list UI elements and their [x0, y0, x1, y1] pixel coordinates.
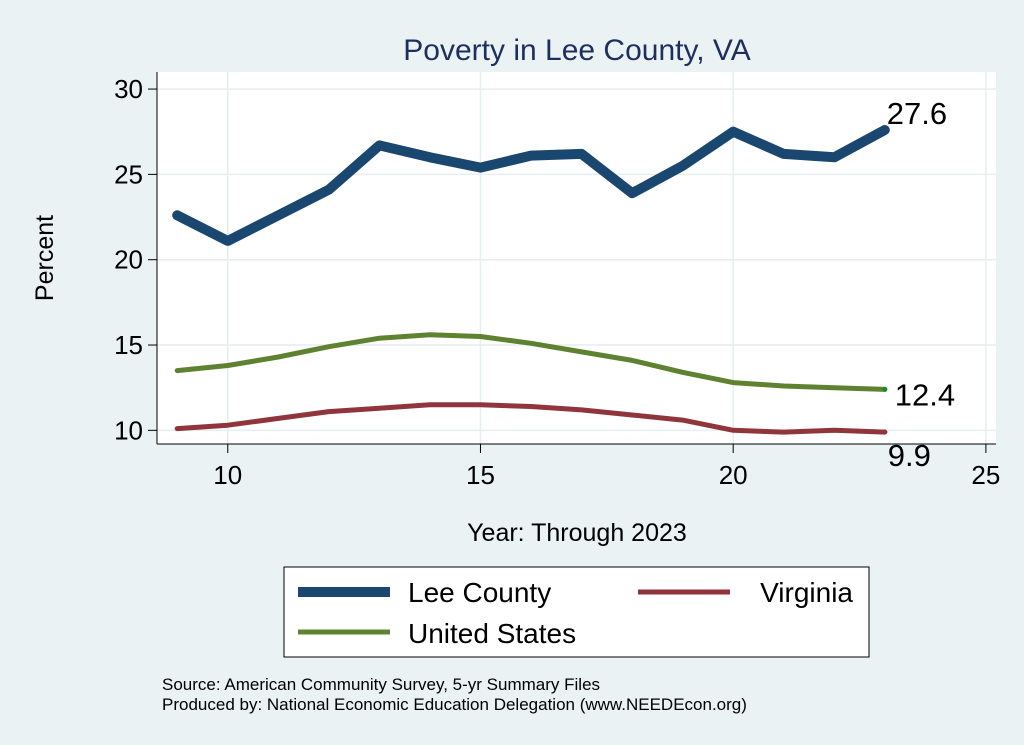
y-tick-label-20: 20	[114, 245, 143, 275]
series-line-virginia	[174, 402, 888, 435]
x-tick-label-25: 25	[971, 460, 1000, 490]
legend-label-virginia: Virginia	[760, 577, 853, 608]
y-tick-label-25: 25	[114, 159, 143, 189]
end-point-lee-county	[882, 127, 888, 133]
x-tick-label-10: 10	[213, 460, 242, 490]
end-labels: 27.6 12.4 9.9	[887, 96, 955, 473]
y-axis-label: Percent	[31, 215, 59, 301]
end-point-virginia	[882, 429, 888, 435]
end-point-united-states	[882, 386, 888, 392]
series-line-lee-county	[172, 125, 890, 246]
end-label-united-states: 12.4	[895, 377, 955, 412]
end-label-lee-county: 27.6	[887, 96, 947, 131]
produced-by-note: Produced by: National Economic Education…	[162, 695, 747, 714]
series-line-united-states	[174, 332, 888, 392]
y-tick-label-10: 10	[114, 415, 143, 445]
legend: Lee County United States Virginia	[283, 566, 870, 658]
x-tick-label-20: 20	[719, 460, 748, 490]
plot-area	[157, 72, 996, 444]
legend-label-united-states: United States	[408, 618, 576, 649]
x-tick-label-15: 15	[466, 460, 495, 490]
y-axis-ticks: 10 15 20 25 30	[114, 74, 157, 445]
legend-label-lee-county: Lee County	[408, 577, 551, 608]
y-tick-label-30: 30	[114, 74, 143, 104]
legend-box	[283, 566, 870, 658]
x-axis-label: Year: Through 2023	[467, 519, 687, 547]
x-axis-ticks: 10 15 20 25	[213, 444, 1000, 490]
end-label-virginia: 9.9	[888, 438, 931, 473]
source-note: Source: American Community Survey, 5-yr …	[162, 675, 600, 694]
y-tick-label-15: 15	[114, 330, 143, 360]
chart-title: Poverty in Lee County, VA	[403, 34, 750, 67]
series-layer	[172, 125, 890, 435]
